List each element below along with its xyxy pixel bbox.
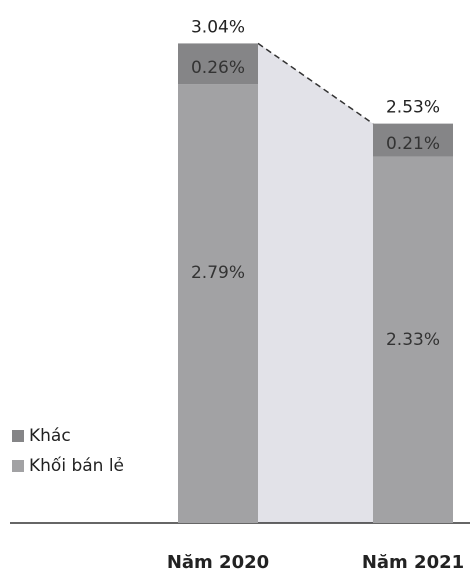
data-label: 2.33% — [386, 330, 440, 350]
total-label: 3.04% — [191, 17, 245, 37]
bar-segment — [373, 123, 453, 157]
x-tick-label: Năm 2020 — [167, 552, 269, 573]
connector — [257, 42, 374, 523]
x-tick-label: Năm 2021 — [362, 552, 464, 573]
legend-swatch — [12, 460, 24, 472]
bar-segment — [178, 84, 258, 524]
bar-segment — [373, 156, 453, 523]
total-label: 2.53% — [386, 98, 440, 118]
connector-area — [258, 43, 373, 523]
connector-line — [257, 42, 374, 125]
legend-swatch — [12, 430, 24, 442]
legend-label: Khối bán lẻ — [29, 455, 124, 476]
data-label: 2.79% — [191, 263, 245, 283]
bar-segment — [178, 43, 258, 85]
data-label: 0.21% — [386, 134, 440, 154]
legend-label: Khác — [29, 426, 71, 446]
data-label: 0.26% — [191, 58, 245, 78]
